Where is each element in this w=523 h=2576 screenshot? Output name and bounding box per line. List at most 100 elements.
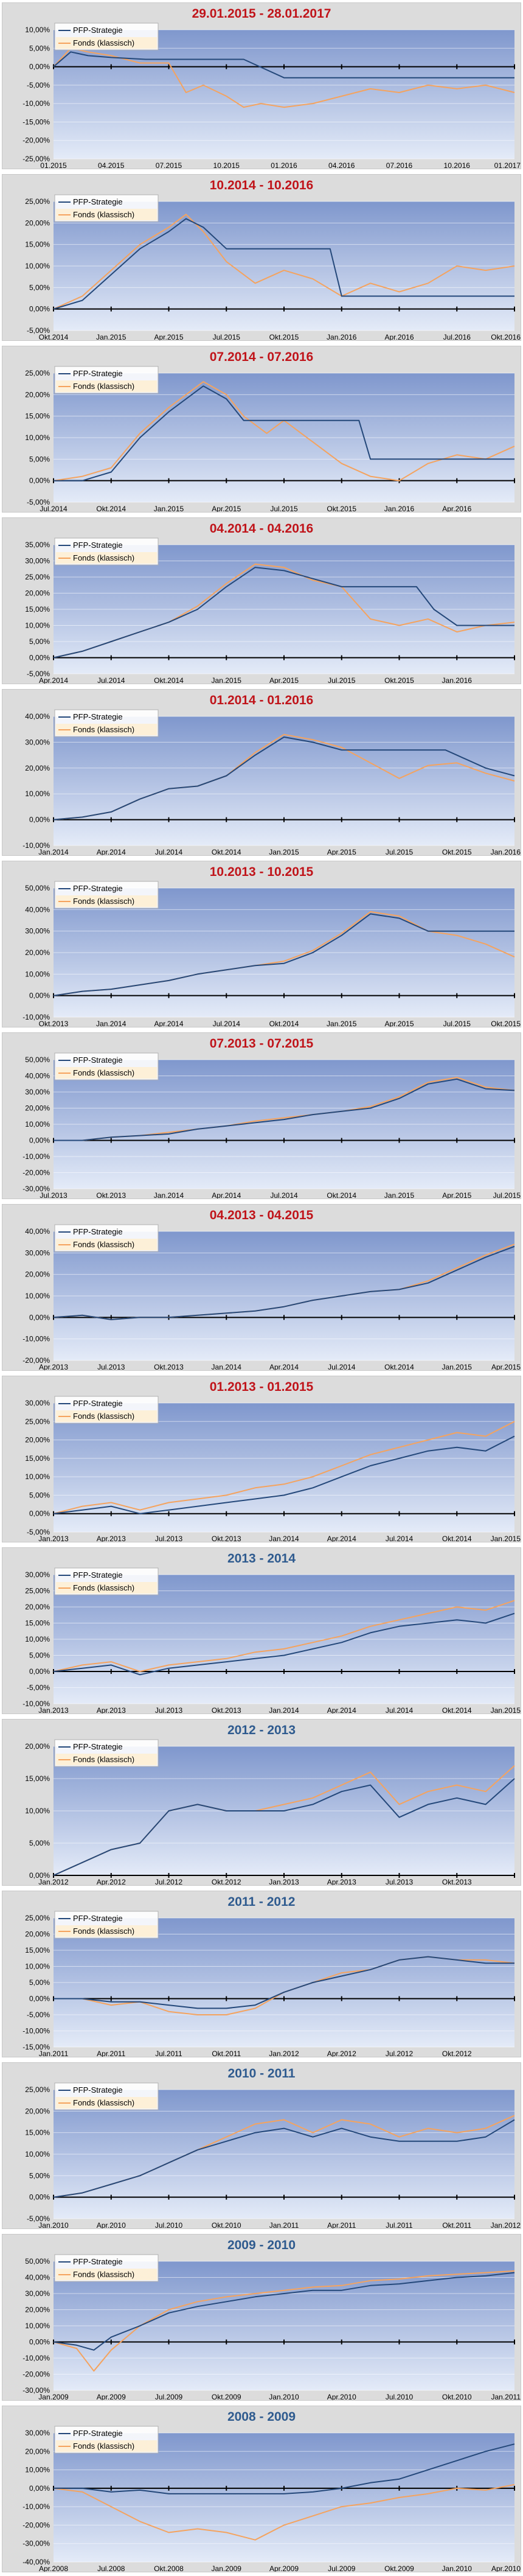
y-tick-label: 5,00% [29,2171,50,2180]
y-tick-label: 15,00% [25,240,50,249]
plot-area [54,30,514,159]
x-tick-label: Jan.2014 [38,848,69,855]
legend-label-fonds: Fonds (klassisch) [73,1068,134,1077]
x-tick-label: Okt.2014 [212,848,241,855]
x-tick-label: Okt.2014 [154,676,184,684]
series-line-fonds [53,47,515,108]
y-tick-label: -10,00% [23,99,50,108]
legend-label-fonds: Fonds (klassisch) [73,1755,134,1764]
y-tick-label: -15,00% [23,2043,50,2051]
legend-label-pfp: PFP-Strategie [73,1227,123,1236]
x-tick-label: Jan.2011 [491,2393,521,2400]
plot-area [54,716,514,845]
series-line-pfp [53,218,514,310]
chart-svg: 40,00%30,00%20,00%10,00%0,00%-10,00%Jan.… [23,709,521,855]
chart-title: 2012 - 2013 [227,1723,296,1737]
y-tick-label: 20,00% [25,1930,50,1939]
x-tick-label: Okt.2008 [154,2564,184,2572]
y-tick-label: 30,00% [25,1399,50,1407]
y-tick-label: 15,00% [25,1619,50,1628]
y-tick-label: 30,00% [25,2289,50,2298]
x-tick-label: Jul.2015 [328,676,356,684]
y-tick-label: 5,00% [29,1839,50,1847]
y-tick-label: -5,00% [27,498,50,506]
series-line-pfp [53,2272,515,2351]
y-tick-label: 30,00% [25,1088,50,1096]
x-tick-label: Jul.2013 [40,1191,68,1199]
y-tick-label: 10,00% [25,262,50,270]
x-tick-label: Jul.2011 [155,2049,182,2057]
x-tick-label: Apr.2014 [97,848,126,855]
y-tick-label: 0,00% [29,2484,50,2493]
chart-svg: 25,00% 20,00% 15,00% 10,00% 5,00% 0,00% -5,00%… [25,366,515,512]
legend: PFP-Strategie Fonds (klassisch) [54,23,159,51]
x-tick-label: Jan.2009 [212,2564,242,2572]
y-tick-label: 0,00% [29,992,50,1000]
y-tick-label: -40,00% [23,2558,50,2566]
legend: PFP-Strategie Fonds (klassisch) [54,2254,159,2282]
legend-label-fonds: Fonds (klassisch) [73,210,134,219]
y-tick-label: -5,00% [27,670,50,678]
y-tick-label: 20,00% [25,1436,50,1444]
y-tick-label: 40,00% [25,1072,50,1080]
x-tick-label: Jul.2015 [386,848,414,855]
series-line-fonds [53,1600,515,1672]
x-tick-label: Jul.2009 [155,2393,183,2400]
y-tick-label: 20,00% [25,764,50,772]
legend: PFP-Strategie Fonds (klassisch) [54,2426,159,2454]
y-tick-label: 15,00% [25,1946,50,1955]
chart-title: 2008 - 2009 [227,2410,296,2424]
x-tick-label: Okt.2013 [96,1191,126,1199]
y-tick-label: -25,00% [23,155,50,163]
y-tick-label: 30,00% [25,738,50,746]
plot-area [54,2433,514,2562]
legend-label-pfp: PFP-Strategie [73,1914,123,1923]
y-tick-label: 5,00% [29,283,50,292]
series-line-pfp [54,1956,514,2009]
y-tick-label: 40,00% [25,712,50,721]
x-tick-label: Apr.2008 [39,2564,68,2572]
legend-label-fonds: Fonds (klassisch) [73,1412,134,1421]
x-tick-label: Jan.2015 [327,1020,357,1027]
chart-svg: 50,00% 40,00% 30,00% 20,00% 10,00% 0,00% -10,0… [23,2254,521,2400]
x-tick-label: Jul.2014 [386,1535,414,1542]
legend: PFP-Strategie Fonds (klassisch) [54,2082,159,2110]
chart-panel: 04.2014 - 04.2016 35,00% 30,00% 25,00% 20,00… [2,517,521,684]
chart-svg: 30,00% 25,00% 20,00% 15,00% 10,00% 5,00% 0,00%… [25,1396,521,1542]
y-tick-label: 10,00% [25,2466,50,2474]
legend: PFP-Strategie Fonds (klassisch) [54,537,159,565]
y-tick-label: 0,00% [29,305,50,313]
y-tick-label: 5,00% [29,44,50,52]
y-tick-label: 0,00% [29,1871,50,1880]
y-tick-label: 40,00% [25,1227,50,1236]
legend: PFP-Strategie Fonds (klassisch) [54,1911,159,1939]
x-tick-label: Okt.2014 [96,505,126,512]
series-line-pfp [53,1612,515,1676]
y-tick-label: 0,00% [29,654,50,662]
x-tick-label: Jan.2016 [491,848,521,855]
x-tick-label: Jul.2014 [213,1020,241,1027]
x-tick-label: Jan.2012 [269,2049,299,2057]
x-tick-label: Jul.2014 [328,1363,356,1370]
y-tick-label: 15,00% [25,412,50,421]
y-tick-label: 10,00% [25,1120,50,1129]
chart-panel: 2008 - 2009 30,00% 20,00% 10,00% 0,00% -10,00… [2,2406,521,2572]
y-tick-label: -10,00% [23,841,50,850]
y-tick-label: 25,00% [25,2085,50,2094]
y-tick-label: 10,00% [25,970,50,978]
x-tick-label: Jan.2013 [269,1878,299,1885]
x-tick-label: Jan.2015 [491,1706,521,1713]
y-tick-label: 50,00% [25,1055,50,1064]
x-tick-label: Okt.2011 [212,2049,241,2057]
x-tick-label: Okt.2014 [327,1191,356,1199]
x-tick-label: Apr.2012 [327,2049,356,2057]
chart-panel: 07.2013 - 07.2015 50,00% 40,00% 30,00% 20,00… [2,1032,521,1199]
x-tick-label: 04.2015 [98,161,125,169]
chart-panel: 01.2013 - 01.2015 30,00% 25,00% 20,00% 15,00… [2,1376,521,1542]
x-tick-label: 01.2017 [494,161,521,169]
x-tick-label: Jul.2014 [155,848,183,855]
series-line-pfp [53,913,514,996]
y-tick-label: -5,00% [27,1684,50,1692]
x-tick-label: Okt.2015 [491,1020,521,1027]
x-tick-label: Jul.2011 [386,2221,413,2228]
